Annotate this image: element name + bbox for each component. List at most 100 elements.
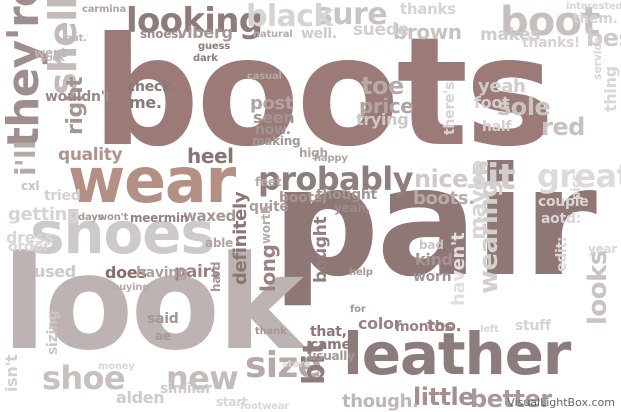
- word-look: look: [2, 227, 304, 379]
- word-bad: bad: [419, 238, 444, 252]
- word-having: having: [136, 265, 188, 281]
- word-brown: brown: [393, 20, 462, 44]
- word-said: said: [147, 311, 179, 327]
- word-natural: natural: [253, 29, 293, 40]
- word-store: store: [282, 359, 311, 370]
- word-they-re: they're: [0, 0, 49, 148]
- word-high: high: [299, 146, 328, 160]
- word-them: them.: [573, 11, 618, 27]
- word-money: money: [98, 361, 135, 372]
- word-looking: looking: [126, 1, 263, 41]
- word-shoes: shoes: [30, 199, 215, 267]
- word-leather: leather: [343, 320, 571, 388]
- word-boots: boots: [92, 6, 554, 180]
- word-shoe: shoe: [42, 359, 126, 397]
- word-thought: thought: [316, 187, 377, 203]
- word-probably: probably: [258, 160, 413, 198]
- word-ae: ae: [155, 329, 171, 343]
- word-shoes: shoes.: [140, 27, 183, 41]
- word-year: year: [588, 242, 618, 256]
- word-service: service: [591, 37, 604, 80]
- word-dress: dress: [6, 228, 54, 247]
- word-stuff: stuff: [515, 318, 551, 334]
- word-check: check: [127, 79, 171, 95]
- word-haven-t: haven't: [448, 232, 469, 306]
- word-left: left: [480, 324, 499, 335]
- word-pics: pics: [569, 174, 583, 200]
- word-went: went: [34, 46, 67, 60]
- word-boots: boots.: [413, 188, 475, 209]
- word-carmina: carmina: [82, 4, 126, 15]
- word-quality: quality: [58, 145, 123, 165]
- word-able: able: [205, 236, 233, 250]
- word-hard: hard: [209, 261, 223, 292]
- word-price: price: [359, 94, 414, 118]
- word-edit: edit:: [554, 236, 570, 272]
- word-best: best: [586, 24, 621, 52]
- word-couple: couple: [538, 194, 589, 210]
- word-foot: foot: [474, 93, 510, 112]
- word-order: order: [8, 239, 50, 255]
- word-feet: feet: [255, 175, 282, 189]
- word-half: half: [482, 119, 512, 135]
- word-start: start: [216, 395, 248, 409]
- word-thank: thank: [255, 326, 287, 337]
- word-post: post: [250, 93, 294, 114]
- word-waxed: waxed: [183, 207, 237, 225]
- word-sock: sock: [40, 53, 65, 64]
- word-usually: usually: [308, 349, 355, 363]
- word-size: size: [245, 345, 322, 386]
- word-bought: bought: [311, 216, 331, 283]
- word-buying: buying: [112, 282, 150, 293]
- word-pair: pair: [272, 136, 597, 310]
- word-new: new: [166, 359, 239, 397]
- word-red: red: [541, 113, 585, 141]
- word-though: though.: [342, 391, 419, 412]
- word-little: little: [413, 383, 475, 411]
- word-thing: thing: [601, 66, 620, 112]
- word-trying: trying: [356, 110, 409, 129]
- word-interested: interested: [566, 1, 621, 12]
- word-quite: quite: [249, 199, 289, 215]
- word-me: me.: [129, 93, 162, 112]
- word-makes: makes: [480, 25, 540, 45]
- word-toe: toe: [361, 72, 404, 100]
- word-used: used: [34, 262, 76, 281]
- word-guess: guess: [198, 41, 230, 52]
- word-maybe: maybe: [466, 160, 491, 240]
- word-color: color: [358, 314, 402, 333]
- word-heel: heel: [187, 144, 234, 168]
- word-making: making: [252, 134, 301, 148]
- word-out: out.: [65, 33, 87, 44]
- word-that: that,: [310, 324, 347, 340]
- word-footwear: footwear: [240, 401, 289, 412]
- word-boot: boot: [500, 0, 600, 45]
- word-fit: fit: [472, 157, 516, 198]
- word-looks: looks: [583, 250, 613, 325]
- word-cxl: cxl: [21, 179, 40, 193]
- word-sizing: sizing: [45, 310, 61, 355]
- word-definitely: definitely: [230, 191, 251, 285]
- word-does: does: [105, 263, 147, 282]
- word-months: months: [395, 319, 453, 335]
- word-boots: boots,: [279, 190, 327, 206]
- word-long: long: [256, 244, 280, 292]
- word-well: well.: [301, 26, 337, 42]
- word-aotd: aotd:: [541, 211, 581, 227]
- word-now: now.: [255, 122, 291, 138]
- word-kind: kind: [415, 250, 453, 269]
- word-dark: dark: [193, 53, 218, 64]
- word-won-t: won't: [98, 212, 129, 223]
- word-better: better: [470, 385, 552, 412]
- word-worth: worth: [259, 205, 273, 244]
- word-help: help: [349, 267, 373, 278]
- word-casual: casual: [247, 71, 282, 82]
- word-getting: getting: [8, 204, 80, 225]
- word-happy: happy: [314, 153, 348, 164]
- word-viberg: viberg: [177, 23, 233, 42]
- word-worn: worn: [413, 269, 452, 285]
- word-isn-t: isn't: [2, 354, 21, 392]
- word-wear: wear: [68, 144, 236, 217]
- word-meermin: meermin: [130, 211, 189, 225]
